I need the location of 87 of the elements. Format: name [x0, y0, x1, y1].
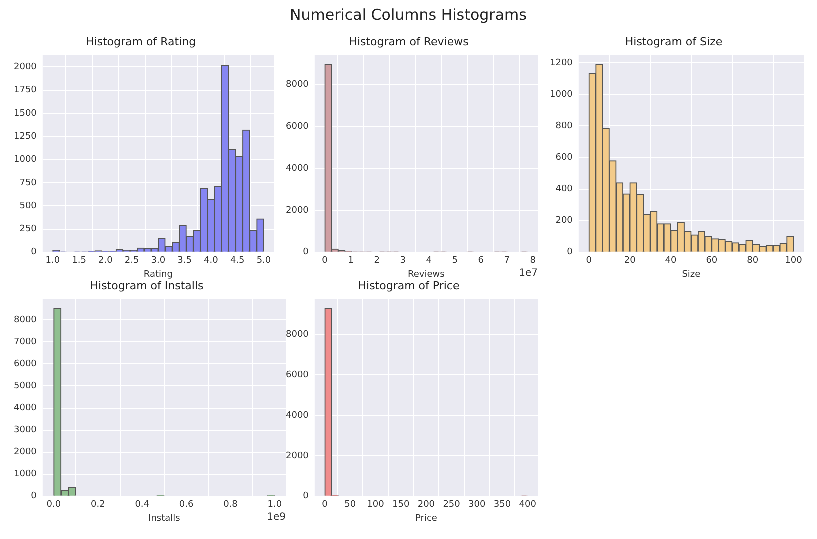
y-tick-label: 2000 — [14, 448, 38, 458]
y-tick-label: 1000 — [14, 470, 38, 480]
x-tick-label: 2.5 — [124, 256, 140, 266]
x-tick-label: 60 — [706, 256, 718, 266]
x-axis-title: Installs — [148, 514, 181, 524]
x-tick-label: 2 — [374, 256, 380, 266]
y-tick-label: 200 — [556, 216, 574, 226]
y-tick-label: 1000 — [550, 90, 574, 100]
x-tick-label: 80 — [747, 256, 759, 266]
y-tick-label: 8000 — [286, 330, 310, 340]
text: Numerical Columns Histograms — [289, 6, 528, 24]
y-tick-label: 750 — [20, 178, 38, 188]
y-tick-label: 1000 — [14, 155, 38, 166]
x-tick-label: 5 — [452, 256, 458, 266]
x-tick-label: 1 — [348, 256, 354, 266]
y-tick-label: 4000 — [286, 410, 310, 421]
x-axis-title: Rating — [144, 270, 173, 280]
y-tick-label: 6000 — [286, 370, 310, 381]
y-tick-label: 0 — [31, 248, 38, 258]
x-tick-label: 1.0 — [46, 256, 60, 266]
y-tick-label: 2000 — [14, 62, 38, 73]
x-tick-label: 3.0 — [151, 256, 166, 266]
x-tick-label: 0 — [322, 500, 328, 510]
x-tick-label: 40 — [665, 256, 677, 266]
x-tick-label: 0.8 — [224, 500, 238, 510]
y-tick-label: 1250 — [14, 132, 38, 142]
y-tick-label: 250 — [20, 224, 38, 235]
y-tick-label: 0 — [303, 492, 310, 502]
y-tick-label: 0 — [567, 248, 574, 258]
y-tick-label: 2000 — [286, 451, 310, 462]
x-tick-label: 150 — [392, 500, 410, 510]
x-tick-label: 0.4 — [135, 500, 150, 510]
y-tick-label: 800 — [556, 122, 574, 132]
chart-title: Histogram of Price — [358, 279, 460, 292]
y-tick-label: 600 — [556, 153, 574, 164]
x-tick-label: 5.0 — [256, 256, 272, 266]
x-tick-label: 350 — [494, 500, 512, 510]
x-tick-label: 3.5 — [178, 256, 192, 266]
x-tick-label: 50 — [344, 500, 356, 510]
x-axis-title: Price — [415, 514, 438, 524]
y-tick-label: 4000 — [14, 404, 38, 414]
y-tick-label: 5000 — [14, 382, 38, 392]
y-tick-label: 1200 — [550, 58, 574, 68]
x-tick-label: 1.5 — [72, 256, 86, 266]
y-tick-label: 400 — [556, 184, 574, 195]
chart-title: Histogram of Installs — [90, 279, 204, 292]
x-tick-label: 250 — [443, 500, 461, 510]
x-tick-label: 100 — [367, 500, 385, 510]
x-tick-label: 2.0 — [98, 256, 114, 266]
x-tick-label: 7 — [504, 256, 510, 266]
y-tick-label: 0 — [31, 492, 38, 502]
y-tick-label: 1750 — [14, 86, 38, 96]
x-tick-label: 300 — [468, 500, 486, 510]
y-tick-label: 7000 — [14, 338, 38, 348]
x-tick-label: 6 — [478, 256, 484, 266]
y-tick-label: 2000 — [286, 206, 310, 216]
x-tick-label: 0.0 — [46, 500, 62, 510]
text: 1e9 — [267, 512, 286, 523]
x-tick-label: 4.5 — [230, 256, 245, 266]
y-tick-label: 500 — [20, 201, 38, 212]
y-tick-label: 6000 — [286, 122, 310, 132]
x-tick-label: 0 — [322, 256, 328, 266]
x-axis-title: Reviews — [408, 270, 446, 280]
x-tick-label: 4 — [426, 256, 432, 266]
y-tick-label: 3000 — [14, 426, 38, 436]
y-tick-label: 6000 — [14, 360, 38, 370]
y-tick-label: 8000 — [14, 315, 38, 326]
x-tick-label: 200 — [418, 500, 436, 510]
text: 1e7 — [519, 268, 538, 279]
chart-title: Histogram of Reviews — [349, 35, 470, 48]
y-tick-label: 0 — [303, 248, 310, 258]
x-tick-label: 1.0 — [268, 500, 282, 510]
x-tick-label: 20 — [624, 256, 636, 266]
x-tick-label: 3 — [400, 256, 406, 266]
chart-title: Histogram of Rating — [86, 35, 196, 48]
x-tick-label: 400 — [519, 500, 537, 510]
x-tick-label: 0.2 — [90, 500, 106, 510]
x-tick-label: 100 — [785, 256, 803, 266]
chart-title: Histogram of Size — [625, 35, 723, 48]
y-tick-label: 4000 — [286, 164, 310, 174]
y-tick-label: 1500 — [14, 108, 38, 119]
x-tick-label: 0 — [586, 256, 592, 266]
y-tick-label: 8000 — [286, 80, 310, 90]
x-axis-title: Size — [682, 270, 702, 280]
x-tick-label: 4.0 — [204, 256, 219, 266]
x-tick-label: 8 — [530, 256, 536, 266]
x-tick-label: 0.6 — [179, 500, 194, 510]
